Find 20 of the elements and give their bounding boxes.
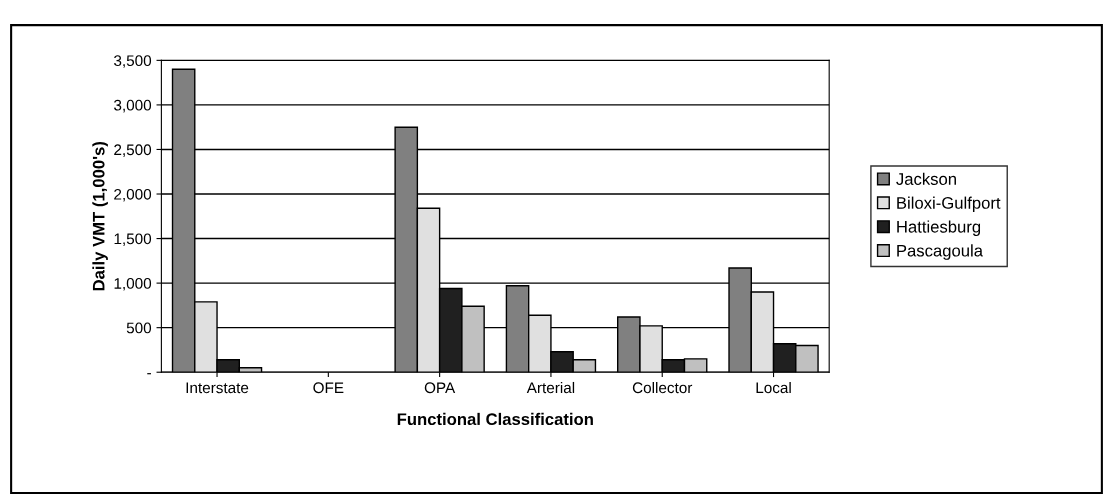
x-tick-label: Local <box>756 381 791 394</box>
x-tick-label: OFE <box>313 382 344 394</box>
y-tick-label: 1,000 <box>114 277 152 291</box>
y-axis-title: Daily VMT (1,000's) <box>92 141 108 291</box>
legend-label: Biloxi-Gulfport <box>897 196 1001 213</box>
legend-label: Pascagoula <box>897 244 984 260</box>
x-tick-label: OPA <box>424 382 456 394</box>
x-tick-label: Interstate <box>186 382 249 394</box>
x-tick-label: Collector <box>632 381 693 394</box>
y-tick-label: 2,500 <box>114 144 152 157</box>
x-tick-label: Arterial <box>526 381 575 394</box>
y-tick-label: 2,000 <box>114 188 152 202</box>
y-tick-label: 500 <box>126 322 152 334</box>
y-tick-label: 1,500 <box>114 233 152 247</box>
legend-label: Jackson <box>896 172 956 185</box>
y-tick-label: - <box>147 373 151 375</box>
y-tick-label: 3,500 <box>114 55 152 68</box>
legend-label: Hattiesburg <box>897 220 981 236</box>
x-axis-title: Functional Classification <box>397 412 593 426</box>
y-tick-label: 3,000 <box>114 99 152 113</box>
